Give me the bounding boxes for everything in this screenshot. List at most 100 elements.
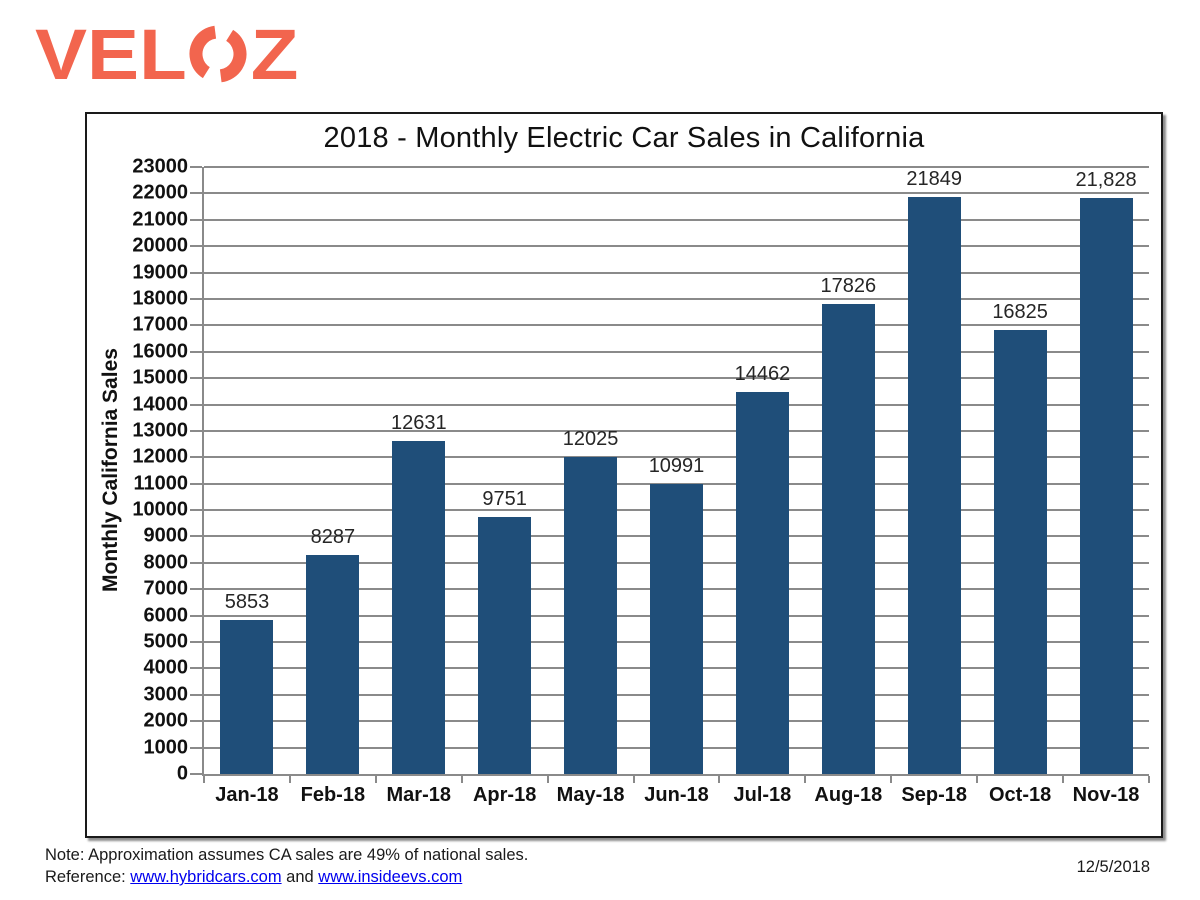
x-axis-tick — [546, 776, 549, 783]
gridline — [204, 456, 1149, 459]
y-tick-label: 10000 — [132, 498, 188, 521]
x-tick-label: Mar-18 — [386, 784, 452, 806]
y-tick-label: 23000 — [132, 155, 188, 178]
gridline — [204, 218, 1149, 221]
veloz-logo: V E L Z — [35, 13, 299, 95]
bar-value-label: 17826 — [820, 274, 877, 297]
x-axis-tick — [718, 776, 721, 783]
gridline — [204, 245, 1149, 248]
logo-letter-l: L — [139, 13, 187, 95]
y-tick-label: 15000 — [132, 366, 188, 389]
y-axis-tick — [190, 561, 202, 564]
y-tick-label: 9000 — [143, 524, 189, 547]
bar-value-label: 8287 — [310, 526, 356, 549]
y-axis-tick — [190, 667, 202, 670]
bar-Nov-18 — [1079, 197, 1133, 774]
logo-broken-o-icon — [189, 25, 247, 83]
bar-value-label: 21,828 — [1075, 168, 1137, 191]
x-axis-tick — [374, 776, 377, 783]
bar-value-label: 5853 — [224, 590, 270, 613]
y-tick-label: 16000 — [132, 340, 188, 363]
x-axis-tick — [1148, 776, 1150, 783]
bar-Sep-18 — [907, 197, 961, 774]
y-tick-label: 3000 — [143, 683, 189, 706]
y-tick-label: 0 — [176, 762, 188, 785]
logo-letter-z: Z — [250, 13, 299, 95]
y-tick-label: 14000 — [132, 393, 188, 416]
y-axis-tick — [190, 535, 202, 538]
insideevs-link[interactable]: www.insideevs.com — [318, 868, 463, 886]
y-tick-label: 5000 — [143, 630, 189, 653]
bar-Oct-18 — [993, 329, 1047, 774]
gridline — [204, 350, 1149, 353]
y-axis-tick — [190, 403, 202, 406]
y-axis-tick — [190, 509, 202, 512]
y-axis-tick — [190, 588, 202, 591]
y-tick-label: 13000 — [132, 419, 188, 442]
plot-area: 0 1000 2000 3000 4000 5000 6000 7000 8000 9000 100… — [132, 156, 1150, 806]
x-tick-label: Jul-18 — [733, 784, 792, 806]
x-tick-label: Jun-18 — [644, 784, 709, 806]
footer-reference: Reference: www.hybridcars.com and www.in… — [45, 868, 462, 887]
y-axis-tick — [190, 297, 202, 300]
x-tick-label: May-18 — [556, 784, 625, 806]
y-axis-tick — [190, 429, 202, 432]
bar-Jul-18 — [735, 392, 789, 774]
hybridcars-link[interactable]: www.hybridcars.com — [130, 868, 282, 886]
y-tick-label: 8000 — [143, 551, 189, 574]
bar-value-label: 9751 — [482, 487, 527, 510]
gridline — [204, 403, 1149, 406]
y-tick-label: 6000 — [143, 604, 189, 627]
y-tick-label: 18000 — [132, 287, 188, 310]
y-axis-tick — [190, 350, 202, 353]
y-axis-tick — [190, 377, 202, 380]
x-tick-label: Jan-18 — [215, 784, 279, 806]
gridline — [204, 482, 1149, 485]
y-axis-tick — [190, 324, 202, 327]
bar-Aug-18 — [821, 303, 875, 774]
bar-Jun-18 — [650, 483, 703, 774]
x-axis-tick — [460, 776, 463, 783]
gridline — [204, 192, 1149, 195]
x-tick-label: Oct-18 — [989, 784, 1052, 806]
logo-letter-e: E — [87, 13, 139, 95]
x-tick-label: Sep-18 — [901, 784, 968, 806]
bar-Feb-18 — [306, 555, 360, 774]
footer-note: Note: Approximation assumes CA sales are… — [45, 846, 529, 864]
y-tick-label: 11000 — [133, 472, 188, 495]
bar-May-18 — [564, 456, 618, 774]
x-axis-tick — [203, 776, 205, 783]
y-axis-tick — [190, 271, 202, 274]
chart-title: 2018 - Monthly Electric Car Sales in Cal… — [323, 122, 925, 154]
y-tick-label: 2000 — [143, 709, 189, 732]
gridline — [204, 324, 1149, 327]
x-axis-tick — [632, 776, 635, 783]
bar-value-label: 10991 — [648, 454, 705, 477]
y-tick-label: 22000 — [132, 181, 188, 204]
x-axis-tick — [804, 776, 807, 783]
reference-label: Reference: — [45, 868, 131, 886]
y-axis-tick — [190, 746, 202, 749]
gridline — [204, 297, 1149, 300]
y-axis-tick — [190, 773, 202, 775]
gridline — [204, 271, 1149, 274]
logo-letter-v: V — [35, 13, 87, 95]
y-axis-tick — [190, 693, 202, 696]
y-tick-label: 4000 — [143, 656, 189, 679]
gridline — [204, 429, 1149, 432]
bar-Mar-18 — [392, 440, 446, 774]
gridline — [204, 377, 1149, 380]
reference-separator: and — [281, 868, 319, 886]
y-tick-label: 19000 — [132, 261, 188, 284]
bar-value-label: 12631 — [390, 411, 447, 434]
gridline — [204, 166, 1149, 168]
x-tick-label: Nov-18 — [1072, 784, 1140, 806]
y-axis-tick — [190, 192, 202, 195]
y-axis-title: Monthly California Sales — [99, 348, 122, 592]
y-axis-tick — [190, 456, 202, 459]
y-axis-tick — [190, 245, 202, 248]
bar-Apr-18 — [478, 516, 532, 774]
x-axis-tick — [1062, 776, 1065, 783]
x-axis-tick — [890, 776, 893, 783]
y-axis-tick — [190, 614, 202, 617]
